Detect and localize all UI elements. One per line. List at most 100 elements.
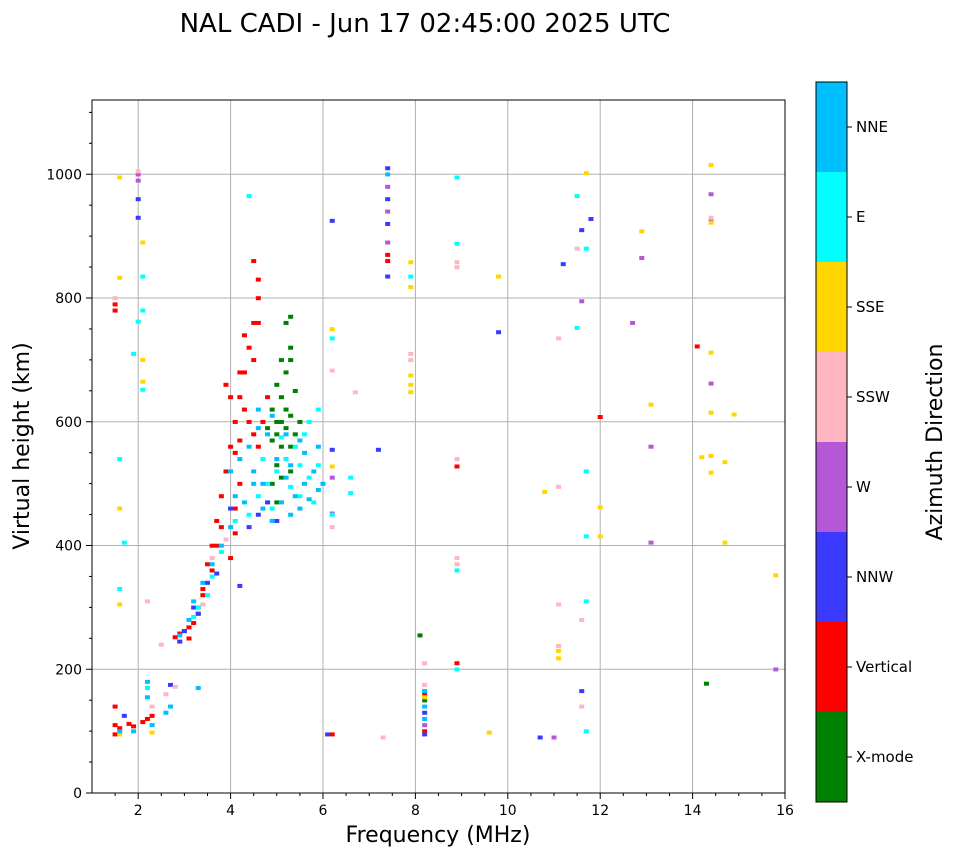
data-point-vertical [117,726,123,731]
colorbar-tick-label: E [856,208,865,226]
data-point-e [117,457,123,462]
data-point-nne [422,716,428,721]
data-point-nne [274,457,280,462]
data-point-vertical [200,587,206,592]
data-point-e [260,457,266,462]
data-point-ssw [135,169,141,174]
data-point-sse [722,540,728,545]
data-marks [112,163,779,740]
data-point-xmode [292,432,298,437]
colorbar-tick-label: SSW [856,388,890,406]
data-point-vertical [454,661,460,666]
data-point-e [140,387,146,392]
data-point-nne [232,494,238,499]
data-point-ssw [574,246,580,251]
data-point-vertical [251,259,257,264]
data-point-nnw [385,274,391,279]
x-tick-label: 16 [776,803,794,819]
data-point-ssw [144,599,150,604]
data-point-ssw [454,556,460,561]
data-point-sse [117,602,123,607]
data-point-vertical [422,729,428,734]
data-point-ssw [422,682,428,687]
data-point-xmode [278,358,284,363]
data-point-sse [486,730,492,735]
data-point-xmode [283,407,289,412]
data-point-vertical [237,395,243,400]
data-point-nnw [422,710,428,715]
data-point-nnw [385,166,391,171]
data-point-nne [292,494,298,499]
data-point-vertical [385,252,391,257]
y-tick-label: 1000 [46,167,82,183]
data-point-nne [149,723,155,728]
data-point-nnw [265,500,271,505]
data-point-ssw [454,457,460,462]
data-point-e [329,336,335,341]
data-point-e [255,494,261,499]
data-point-nnw [135,215,141,220]
data-point-nne [283,432,289,437]
data-point-nne [237,457,243,462]
data-point-vertical [694,344,700,349]
data-point-xmode [274,500,280,505]
data-point-xmode [274,463,280,468]
data-point-xmode [278,475,284,480]
data-point-xmode [278,419,284,424]
x-tick-label: 12 [591,803,609,819]
data-point-w [579,299,585,304]
data-point-nne [209,562,215,567]
data-point-vertical [112,723,118,728]
data-point-e [195,605,201,610]
data-point-e [209,574,215,579]
data-point-e [269,506,275,511]
data-point-vertical [237,481,243,486]
data-point-nne [269,518,275,523]
data-point-sse [708,470,714,475]
data-point-nne [144,695,150,700]
data-point-sse [117,506,123,511]
data-point-xmode [274,419,280,424]
data-point-vertical [232,450,238,455]
data-point-e [144,686,150,691]
data-point-sse [542,489,548,494]
data-point-sse [708,220,714,225]
data-point-vertical [214,518,220,523]
data-point-vertical [186,636,192,641]
data-point-nne [288,463,294,468]
data-point-vertical [223,382,229,387]
data-point-xmode [422,698,428,703]
data-point-e [311,500,317,505]
data-point-vertical [112,704,118,709]
data-point-vertical [597,415,603,419]
data-point-e [246,194,252,199]
data-point-e [135,319,141,324]
data-point-nne [191,599,197,604]
colorbar-tick-label: NNE [856,118,888,136]
data-point-vertical [232,531,238,536]
data-point-nne [265,432,271,437]
data-point-sse [117,175,123,180]
data-point-sse [408,260,414,265]
data-point-vertical [112,732,118,737]
plot-area: 2 4 6 8 10 12 14 16 0 200 400 600 800 1000 [46,99,794,819]
data-point-nne [302,450,308,455]
data-point-vertical [241,333,247,338]
data-point-nnw [385,221,391,226]
data-point-ssw [422,661,428,666]
data-point-e [246,512,252,517]
data-point-nnw [214,571,220,576]
data-point-xmode [288,345,294,350]
data-point-ssw [408,351,414,356]
y-tick-label: 200 [55,662,82,678]
colorbar-segment [816,262,847,352]
data-point-ssw [454,562,460,567]
data-point-ssw [454,260,460,265]
data-point-nnw [496,330,502,335]
data-point-vertical [232,506,238,511]
data-point-xmode [283,426,289,431]
y-tick-label: 600 [55,415,82,431]
data-point-sse [708,350,714,355]
data-point-nnw [329,447,335,452]
data-point-ssw [209,556,215,561]
